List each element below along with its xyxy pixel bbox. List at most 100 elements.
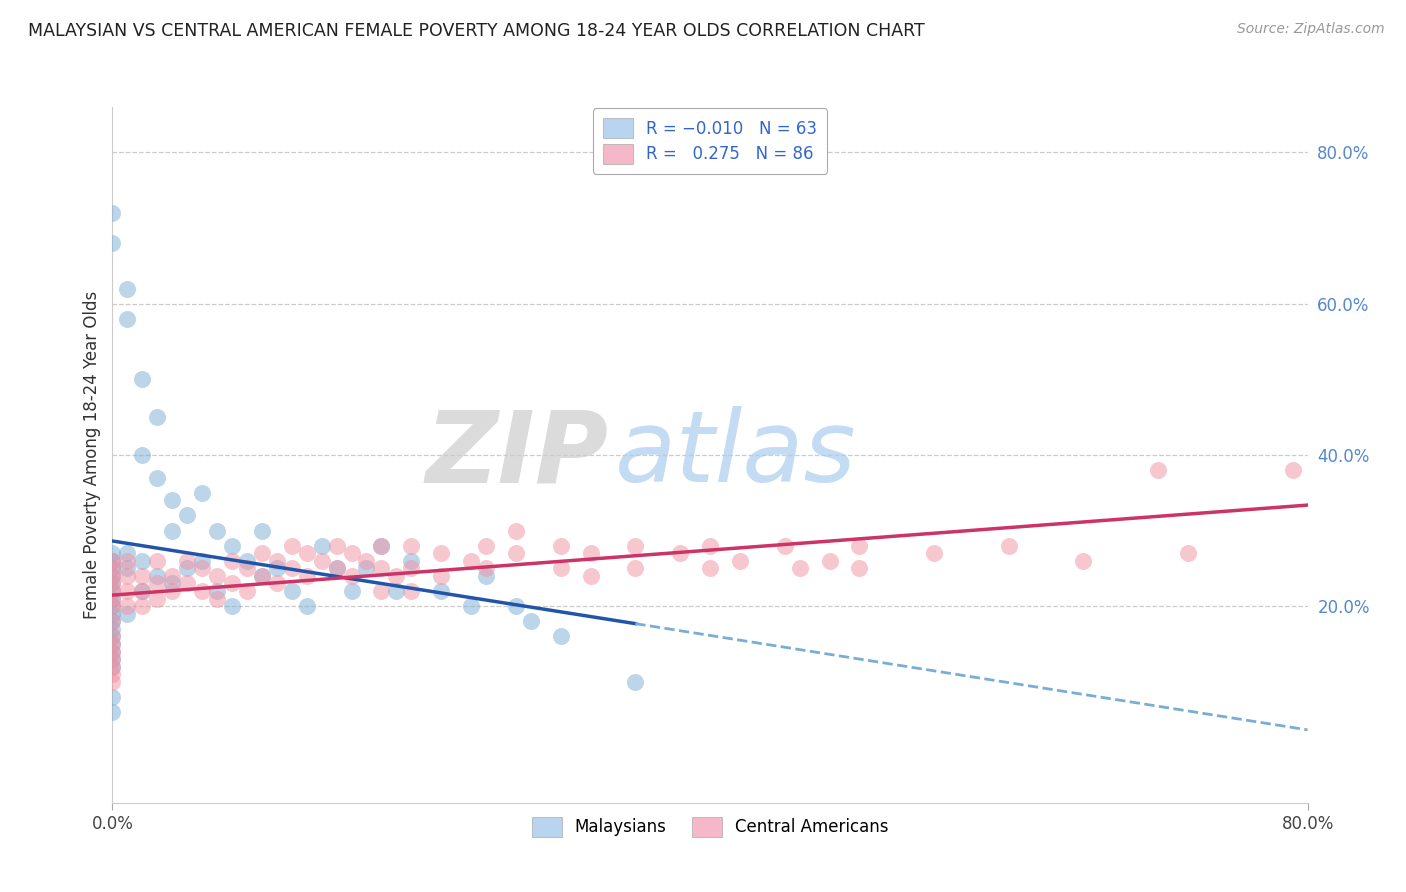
- Point: [101, 637, 124, 651]
- Point: [430, 546, 453, 560]
- Point: [430, 569, 453, 583]
- Point: [117, 561, 139, 575]
- Point: [370, 539, 392, 553]
- Point: [101, 599, 124, 614]
- Point: [325, 561, 347, 575]
- Point: [101, 637, 124, 651]
- Point: [117, 311, 139, 326]
- Point: [117, 554, 139, 568]
- Point: [117, 584, 139, 599]
- Point: [221, 554, 243, 568]
- Point: [699, 539, 721, 553]
- Point: [101, 644, 124, 658]
- Point: [101, 591, 124, 606]
- Point: [401, 584, 423, 599]
- Point: [146, 470, 169, 484]
- Point: [1281, 463, 1303, 477]
- Point: [401, 554, 423, 568]
- Point: [101, 236, 124, 251]
- Text: MALAYSIAN VS CENTRAL AMERICAN FEMALE POVERTY AMONG 18-24 YEAR OLDS CORRELATION C: MALAYSIAN VS CENTRAL AMERICAN FEMALE POV…: [28, 22, 925, 40]
- Point: [505, 599, 527, 614]
- Point: [250, 524, 273, 538]
- Point: [460, 599, 482, 614]
- Point: [205, 569, 228, 583]
- Point: [101, 659, 124, 673]
- Point: [101, 591, 124, 606]
- Point: [101, 561, 124, 575]
- Point: [550, 629, 572, 643]
- Point: [101, 667, 124, 681]
- Point: [101, 674, 124, 689]
- Point: [266, 561, 288, 575]
- Point: [101, 554, 124, 568]
- Point: [579, 546, 602, 560]
- Point: [325, 539, 347, 553]
- Point: [922, 546, 945, 560]
- Point: [162, 569, 183, 583]
- Point: [624, 561, 647, 575]
- Point: [250, 546, 273, 560]
- Point: [101, 629, 124, 643]
- Point: [221, 576, 243, 591]
- Point: [101, 622, 124, 636]
- Point: [191, 584, 214, 599]
- Point: [162, 576, 183, 591]
- Point: [117, 599, 139, 614]
- Point: [579, 569, 602, 583]
- Point: [191, 554, 214, 568]
- Point: [221, 599, 243, 614]
- Point: [117, 546, 139, 560]
- Point: [370, 561, 392, 575]
- Point: [728, 554, 751, 568]
- Point: [550, 561, 572, 575]
- Point: [385, 584, 408, 599]
- Point: [176, 561, 198, 575]
- Point: [848, 561, 870, 575]
- Point: [250, 569, 273, 583]
- Point: [101, 569, 124, 583]
- Point: [176, 554, 198, 568]
- Point: [176, 508, 198, 523]
- Point: [101, 561, 124, 575]
- Point: [311, 554, 333, 568]
- Point: [191, 485, 214, 500]
- Point: [281, 539, 304, 553]
- Legend: Malaysians, Central Americans: Malaysians, Central Americans: [524, 811, 896, 843]
- Point: [1073, 554, 1095, 568]
- Point: [475, 539, 498, 553]
- Point: [101, 690, 124, 704]
- Text: ZIP: ZIP: [426, 407, 609, 503]
- Point: [266, 576, 288, 591]
- Point: [101, 659, 124, 673]
- Point: [117, 281, 139, 295]
- Point: [295, 569, 318, 583]
- Point: [146, 591, 169, 606]
- Point: [505, 524, 527, 538]
- Point: [340, 584, 363, 599]
- Text: atlas: atlas: [614, 407, 856, 503]
- Point: [101, 652, 124, 666]
- Point: [1177, 546, 1199, 560]
- Point: [131, 599, 153, 614]
- Point: [131, 554, 153, 568]
- Point: [101, 607, 124, 621]
- Point: [101, 206, 124, 220]
- Point: [325, 561, 347, 575]
- Point: [475, 569, 498, 583]
- Point: [205, 524, 228, 538]
- Point: [236, 584, 259, 599]
- Point: [295, 546, 318, 560]
- Point: [101, 569, 124, 583]
- Point: [401, 539, 423, 553]
- Point: [295, 599, 318, 614]
- Point: [101, 652, 124, 666]
- Point: [205, 591, 228, 606]
- Point: [101, 629, 124, 643]
- Point: [101, 584, 124, 599]
- Point: [131, 569, 153, 583]
- Point: [101, 554, 124, 568]
- Point: [101, 576, 124, 591]
- Point: [101, 599, 124, 614]
- Point: [370, 584, 392, 599]
- Text: Source: ZipAtlas.com: Source: ZipAtlas.com: [1237, 22, 1385, 37]
